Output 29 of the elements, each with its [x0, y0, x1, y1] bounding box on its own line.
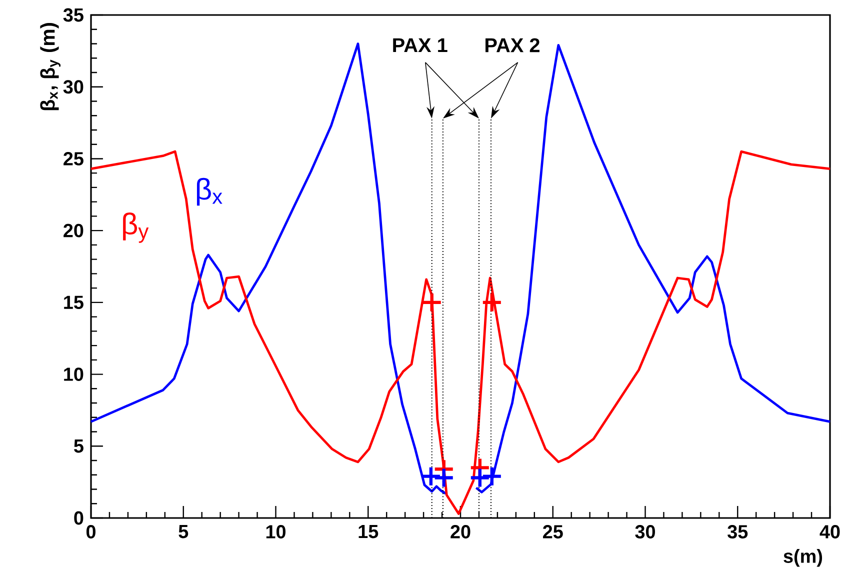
series-label: β$_{y}$ [123, 212, 149, 243]
x-tick-label: 10 [266, 525, 286, 538]
y-tick-label: 35 [63, 8, 84, 22]
y-tick-label: 20 [64, 224, 84, 238]
point [481, 292, 502, 314]
y-tick-label: 25 [64, 152, 84, 166]
point [421, 292, 442, 314]
x-tick-label: 35 [728, 525, 748, 538]
y-axis-title: β$_{x}$, β$_{y}$ (m) [40, 23, 61, 110]
x-tick-label: 25 [543, 525, 563, 538]
line-series [90, 150, 832, 515]
x-tick-label: 30 [635, 525, 655, 538]
y-tick-label: 5 [74, 440, 84, 453]
x-tick-label: 15 [358, 525, 378, 538]
y-tick-label: 15 [64, 296, 84, 310]
annotation: PAX 2 [486, 38, 540, 52]
point [469, 467, 490, 488]
x-tick-label: 5 [178, 525, 188, 538]
y-tick-label: 10 [64, 368, 84, 381]
point [433, 467, 454, 488]
x-tick-label: 40 [820, 525, 840, 538]
series-label: β$_{x}$ [196, 178, 222, 206]
x-axis-title: s(m) [784, 549, 822, 567]
annotation: PAX 1 [393, 38, 448, 52]
x-tick-label: 20 [450, 525, 470, 538]
y-tick-label: 0 [74, 511, 84, 525]
x-tick-label: 0 [86, 525, 96, 538]
point [481, 466, 502, 487]
y-tick-label: 30 [63, 80, 84, 94]
